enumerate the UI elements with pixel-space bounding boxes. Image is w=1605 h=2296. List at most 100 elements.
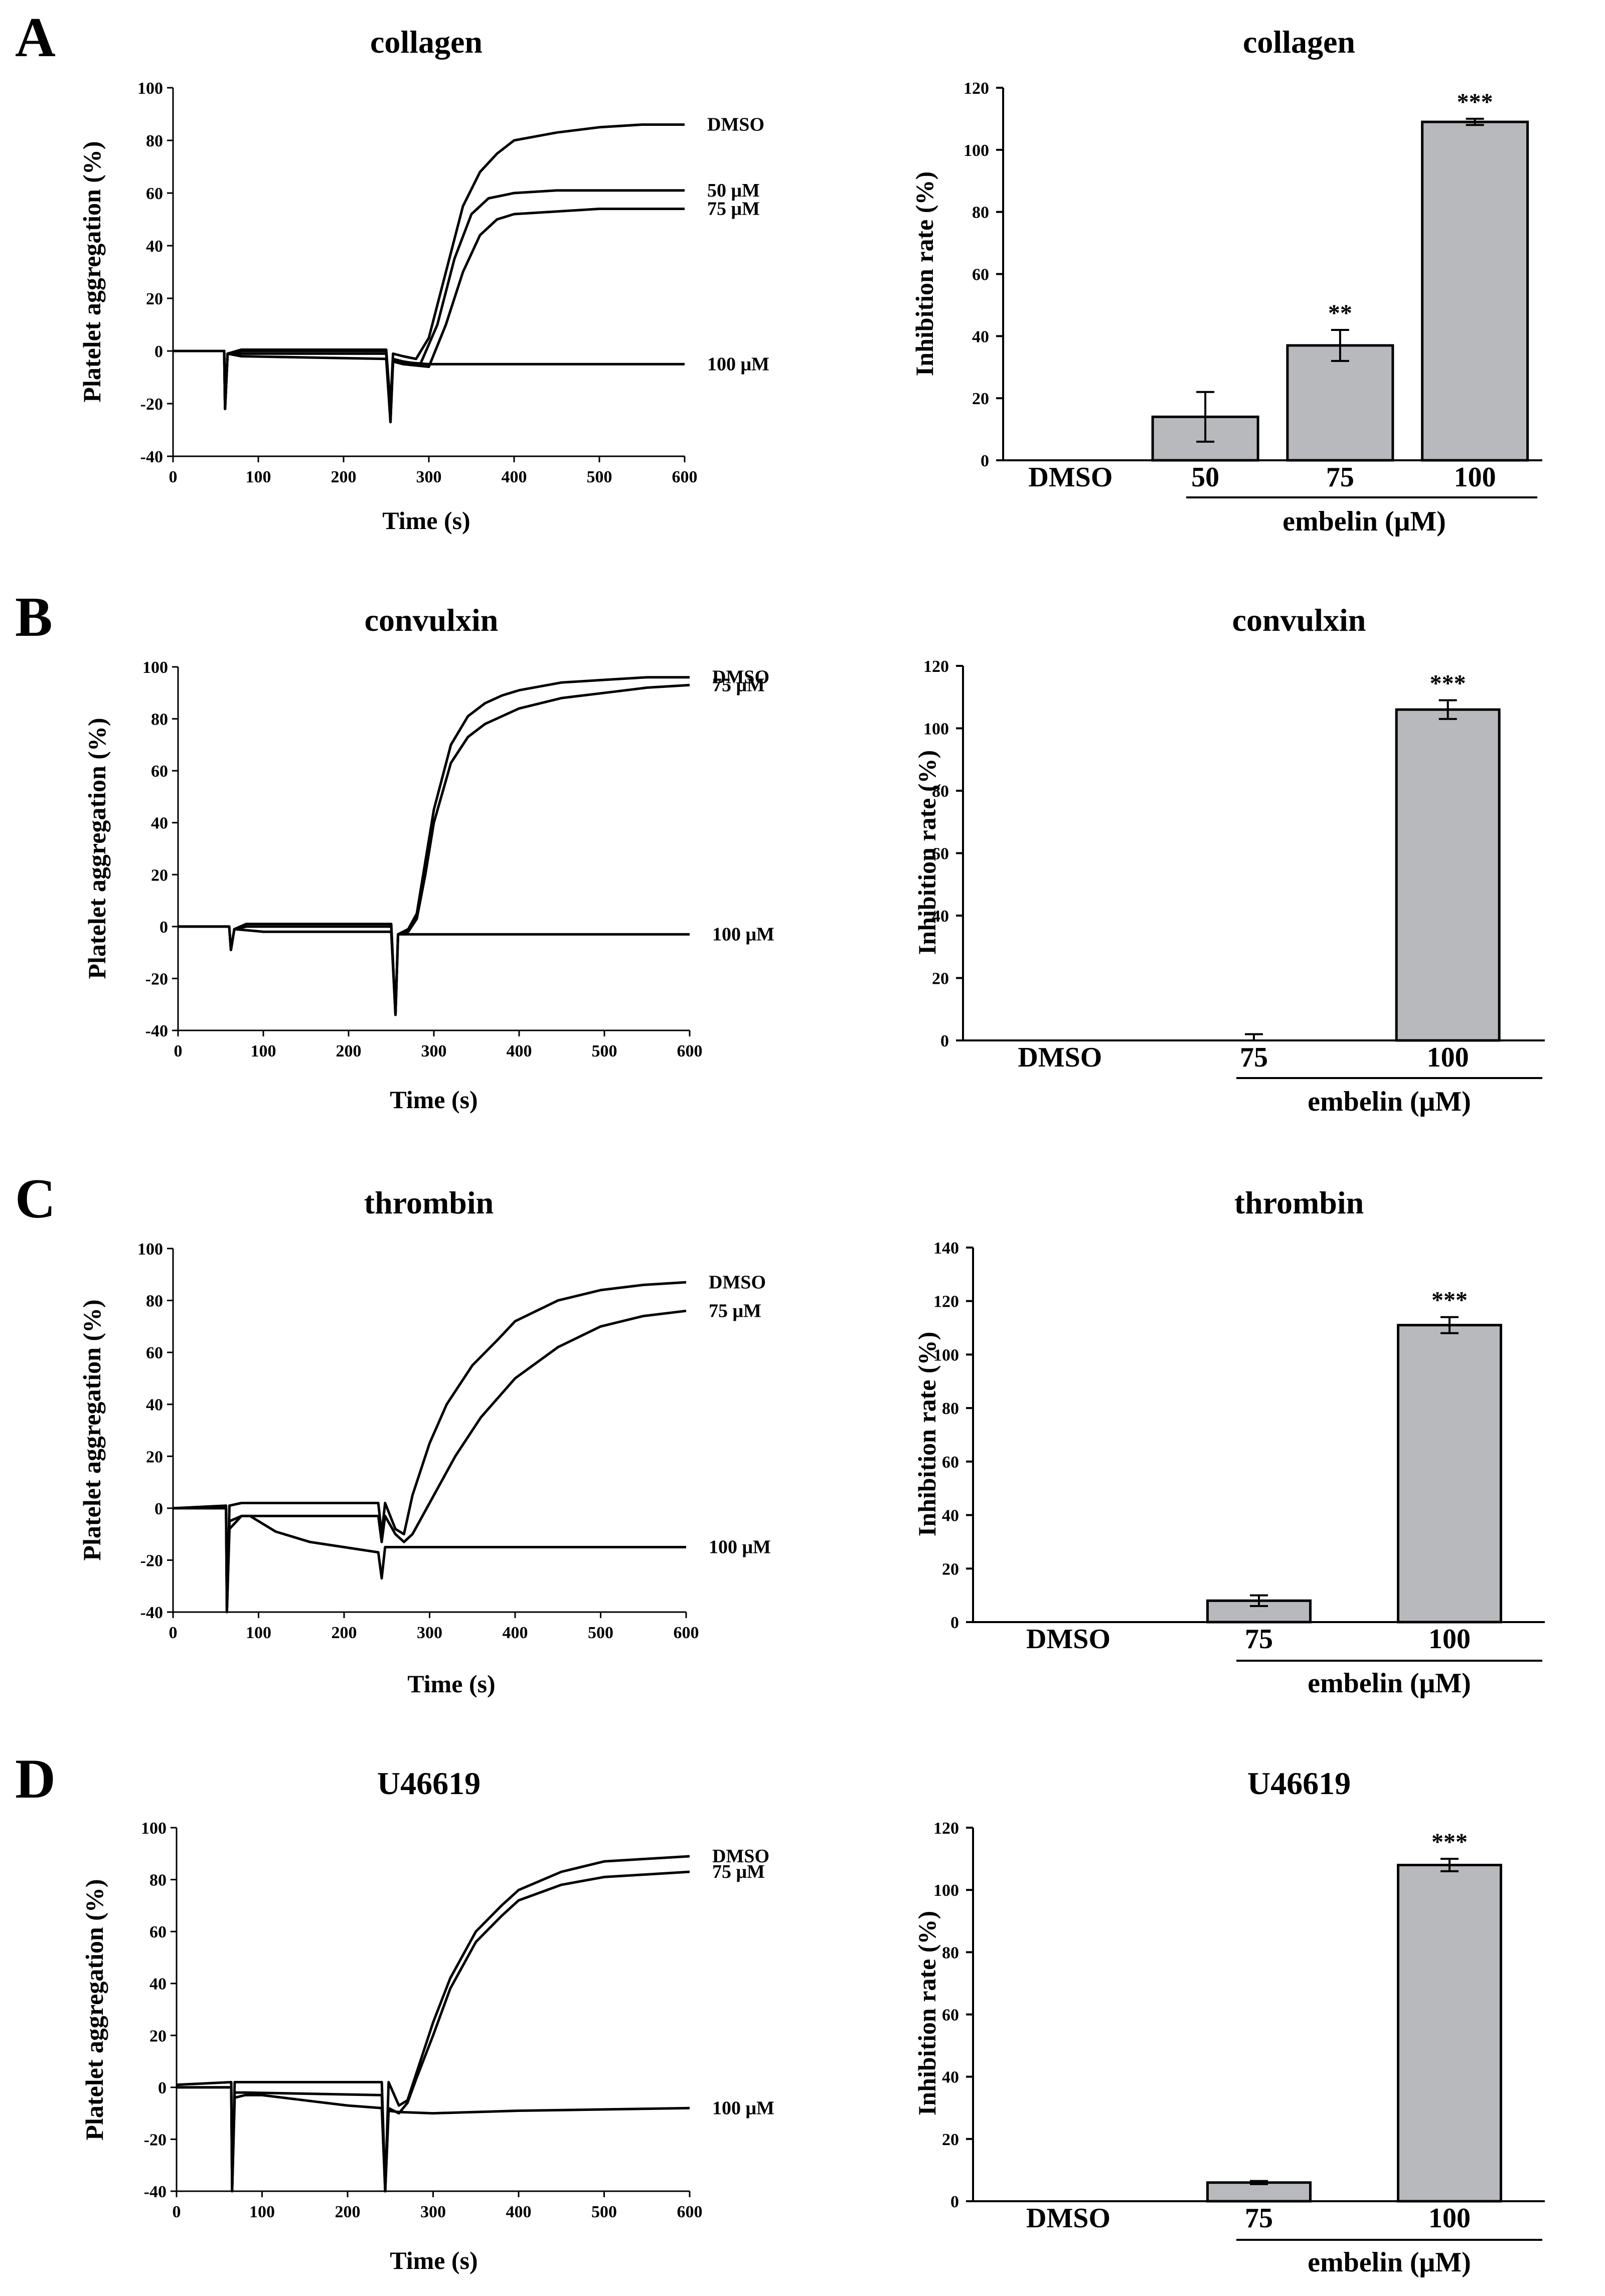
- category-label: 50: [1191, 462, 1219, 493]
- bar-chart: Inhibition rate (%) embelin (μM) 0 20 40 60…: [913, 657, 1545, 1117]
- group-label: embelin (μM): [1308, 2247, 1471, 2278]
- bar-title: U46619: [1247, 1765, 1351, 1801]
- y-tick-label: 120: [933, 1819, 959, 1838]
- y-axis-label: Inhibition rate (%): [913, 750, 941, 955]
- y-tick-label: 60: [972, 266, 989, 284]
- panel-b: B convulxin convulxin Time (s) Platelet …: [15, 586, 1545, 1117]
- y-tick-label: 60: [149, 1923, 167, 1941]
- y-tick-label: 80: [151, 711, 168, 729]
- x-tick-label: 400: [506, 2203, 532, 2221]
- bar: [1395, 708, 1501, 1042]
- y-tick-label: 40: [932, 907, 949, 926]
- significance-label: ***: [1431, 1829, 1468, 1855]
- x-tick-label: 0: [169, 1624, 178, 1642]
- trace-chart: Time (s) Platelet aggregation (%) -40 -20…: [83, 658, 774, 1114]
- y-tick-label: 140: [933, 1239, 959, 1258]
- y-tick-label: 0: [159, 918, 168, 937]
- trace-line: [173, 1309, 687, 1614]
- trace-line: [173, 1281, 687, 1614]
- bar: [1206, 2181, 1312, 2203]
- x-tick-label: 500: [592, 1042, 617, 1061]
- trace-title: U46619: [377, 1765, 480, 1801]
- y-tick-label: 0: [154, 1500, 163, 1518]
- y-tick-label: 80: [149, 1871, 167, 1890]
- bar: [1286, 344, 1394, 462]
- x-tick-label: 500: [587, 468, 612, 486]
- y-tick-label: 100: [141, 1819, 167, 1838]
- y-tick-label: 0: [940, 1032, 949, 1050]
- y-tick-label: -40: [144, 2183, 167, 2201]
- x-axis-label: Time (s): [407, 1670, 495, 1698]
- curve-label: 75 μM: [712, 1861, 765, 1882]
- x-tick-label: 400: [502, 468, 527, 486]
- x-tick-label: 600: [677, 1042, 703, 1061]
- x-tick-label: 300: [420, 2203, 446, 2221]
- y-tick-label: 40: [942, 2068, 959, 2087]
- bar-chart: Inhibition rate (%) embelin (μM) 0 20 40 60…: [910, 79, 1542, 537]
- trace-line: [173, 189, 685, 418]
- panel-d: D U46619 U46619 Time (s) Platelet aggreg…: [15, 1748, 1545, 2278]
- y-tick-label: -20: [145, 970, 168, 988]
- x-tick-label: 500: [591, 2203, 617, 2221]
- y-axis-label: Inhibition rate (%): [913, 1911, 941, 2115]
- x-tick-label: 600: [677, 2203, 703, 2221]
- trace-line: [176, 1855, 690, 2193]
- y-tick-label: 100: [142, 658, 168, 677]
- significance-label: ***: [1457, 89, 1493, 115]
- y-tick-label: 20: [942, 2131, 959, 2149]
- significance-label: ***: [1430, 670, 1466, 696]
- bar: [1397, 1864, 1502, 2203]
- y-tick-label: 80: [932, 782, 949, 801]
- panel-c: C thrombin thrombin Time (s) Platelet ag…: [15, 1168, 1545, 1699]
- y-tick-label: -40: [140, 448, 163, 466]
- curve-label: DMSO: [709, 1272, 766, 1293]
- category-label: 100: [1427, 1042, 1469, 1073]
- y-tick-label: -40: [140, 1604, 163, 1622]
- significance-label: **: [1328, 300, 1352, 326]
- x-tick-label: 100: [246, 1624, 271, 1642]
- x-tick-label: 0: [174, 1042, 183, 1061]
- y-tick-label: 40: [146, 1396, 163, 1415]
- x-tick-label: 600: [674, 1624, 699, 1642]
- trace-chart: Time (s) Platelet aggregation (%) -40 -20…: [80, 1819, 774, 2274]
- x-tick-label: 0: [169, 468, 178, 486]
- y-tick-label: 80: [972, 204, 989, 222]
- y-tick-label: 0: [158, 2079, 167, 2097]
- y-tick-label: 0: [981, 452, 989, 470]
- curve-label: DMSO: [707, 114, 764, 135]
- x-tick-label: 100: [246, 468, 271, 486]
- y-tick-label: 40: [146, 237, 163, 256]
- y-tick-label: 20: [146, 1448, 163, 1466]
- curve-label: 100 μM: [709, 1537, 771, 1558]
- y-tick-label: 20: [149, 2027, 167, 2045]
- y-tick-label: 20: [932, 970, 949, 988]
- y-tick-label: 20: [146, 290, 163, 308]
- x-tick-label: 400: [503, 1624, 528, 1642]
- y-tick-label: 120: [933, 1293, 959, 1311]
- y-tick-label: 80: [146, 1292, 163, 1311]
- category-label: DMSO: [1026, 2203, 1110, 2234]
- y-tick-label: 100: [933, 1346, 959, 1364]
- x-tick-label: 100: [251, 1042, 276, 1061]
- y-axis-label: Platelet aggregation (%): [80, 1879, 108, 2140]
- category-label: 100: [1428, 2203, 1471, 2234]
- bar: [1421, 120, 1529, 462]
- y-tick-label: 20: [942, 1560, 959, 1578]
- trace-line: [178, 683, 690, 1016]
- trace-title: thrombin: [364, 1185, 494, 1220]
- y-tick-label: 40: [149, 1975, 167, 1994]
- y-axis-label: Platelet aggregation (%): [78, 141, 106, 402]
- panel-letter: C: [15, 1168, 56, 1230]
- trace-chart: Time (s) Platelet aggregation (%) -40 -20…: [78, 79, 769, 535]
- group-label: embelin (μM): [1282, 506, 1446, 537]
- x-tick-label: 0: [173, 2203, 181, 2221]
- y-tick-label: 0: [154, 342, 163, 361]
- y-tick-label: 40: [972, 327, 989, 346]
- y-tick-label: 0: [950, 2193, 959, 2211]
- curve-label: 50 μM: [707, 180, 760, 201]
- y-tick-label: 60: [942, 1453, 959, 1472]
- trace-line: [173, 349, 685, 424]
- bar: [1397, 1324, 1502, 1624]
- group-label: embelin (μM): [1308, 1086, 1471, 1117]
- y-tick-label: 80: [942, 1944, 959, 1962]
